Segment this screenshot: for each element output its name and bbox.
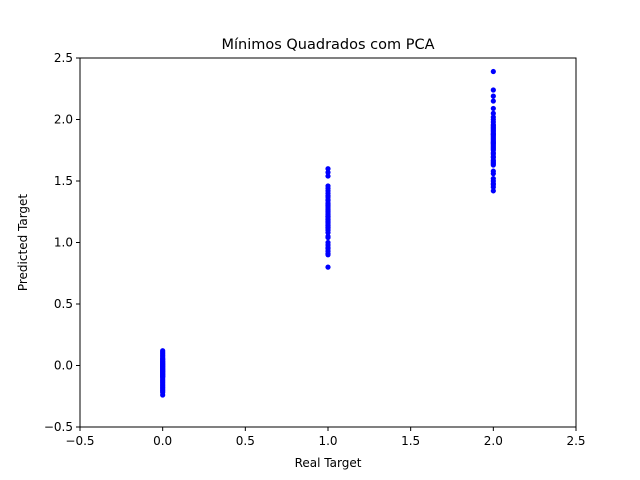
data-point [490, 93, 496, 99]
data-point [490, 98, 496, 104]
x-tick-label: 1.0 [318, 434, 337, 448]
data-point [325, 264, 331, 270]
x-tick-label: −0.5 [65, 434, 94, 448]
data-point [325, 252, 331, 258]
y-tick-label: 0.5 [54, 297, 73, 311]
data-point [490, 68, 496, 75]
y-axis-ticks: −0.5 0.0 0.5 1.0 1.5 2.0 2.5 [44, 51, 80, 434]
x-tick-label: 1.5 [401, 434, 420, 448]
y-axis-label: Predicted Target [16, 194, 30, 292]
data-points [160, 68, 496, 398]
data-point [160, 392, 166, 398]
y-tick-label: 1.0 [54, 236, 73, 250]
x-tick-label: 0.5 [236, 434, 255, 448]
x-tick-label: 2.0 [484, 434, 503, 448]
y-tick-label: 1.5 [54, 174, 73, 188]
data-point [490, 140, 496, 146]
data-point [490, 162, 496, 168]
x-tick-label: 0.0 [153, 434, 172, 448]
y-tick-label: 2.0 [54, 113, 73, 127]
data-point [325, 166, 331, 172]
y-tick-label: 0.0 [54, 359, 73, 373]
x-axis-label: Real Target [295, 456, 362, 470]
plot-frame [79, 57, 577, 428]
chart-title: Mínimos Quadrados com PCA [221, 37, 434, 53]
data-point [325, 204, 331, 210]
x-axis-ticks: −0.5 0.0 0.5 1.0 1.5 2.0 2.5 [65, 427, 586, 448]
data-point [490, 105, 496, 112]
data-point [325, 234, 331, 241]
x-tick-label: 2.5 [566, 434, 585, 448]
data-point [325, 216, 331, 222]
data-point [490, 131, 496, 137]
data-point [490, 184, 496, 190]
data-point [490, 110, 496, 116]
y-tick-label: −0.5 [44, 420, 73, 434]
data-point [490, 171, 496, 177]
data-point [490, 87, 496, 93]
data-point [325, 173, 331, 179]
data-point [325, 169, 331, 175]
data-point [325, 225, 331, 231]
data-point [490, 188, 496, 194]
y-tick-label: 2.5 [54, 51, 73, 65]
data-point [325, 230, 331, 236]
